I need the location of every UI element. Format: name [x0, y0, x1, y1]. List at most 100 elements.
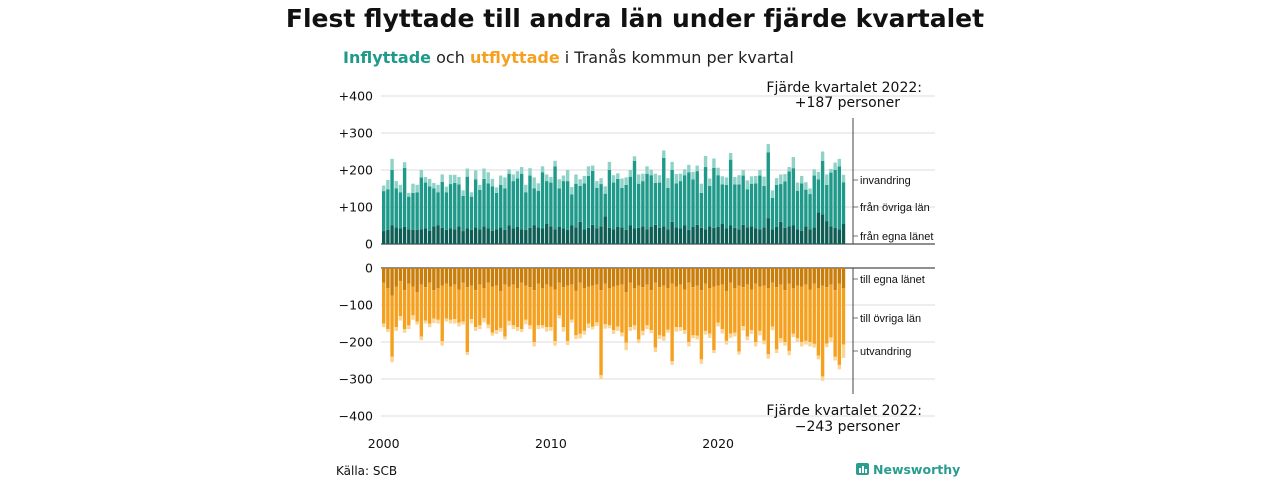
- bar-segment: [787, 171, 791, 227]
- series-label: till egna länet: [860, 274, 925, 286]
- bar-segment: [662, 285, 666, 337]
- bar-segment: [820, 160, 825, 215]
- bar-segment: [687, 342, 691, 347]
- bar-segment: [699, 183, 704, 193]
- bar-segment: [394, 286, 398, 328]
- bar-segment: [770, 326, 775, 331]
- bar-segment: [699, 227, 704, 244]
- bar-segment: [465, 228, 469, 244]
- bar-segment: [553, 160, 557, 167]
- bar-segment: [432, 188, 436, 227]
- bar-segment: [812, 343, 816, 348]
- bar-segment: [519, 268, 524, 283]
- bar-segment: [407, 283, 411, 326]
- bar-segment: [599, 375, 603, 379]
- bar-segment: [453, 319, 457, 324]
- bar-segment: [478, 268, 482, 285]
- bar-segment: [766, 144, 770, 153]
- bar-segment: [536, 227, 541, 244]
- bar-segment: [628, 327, 633, 331]
- bar-segment: [645, 173, 649, 230]
- bar-segment: [741, 326, 745, 331]
- bar-segment: [473, 268, 478, 291]
- bar-segment: [670, 361, 674, 365]
- bar-segment: [440, 174, 444, 182]
- bar-segment: [682, 289, 687, 331]
- bar-segment: [407, 325, 411, 330]
- bar-segment: [691, 287, 695, 336]
- bar-segment: [499, 227, 503, 244]
- bar-segment: [800, 183, 804, 231]
- bar-segment: [444, 283, 449, 319]
- bar-segment: [515, 268, 520, 289]
- bar-segment: [561, 175, 566, 182]
- bar-segment: [841, 268, 846, 289]
- bar-segment: [599, 178, 603, 185]
- bar-segment: [841, 223, 846, 244]
- bar-segment: [607, 161, 612, 170]
- bar-segment: [724, 290, 729, 341]
- bar-segment: [448, 184, 453, 229]
- bar-segment: [390, 158, 394, 170]
- bar-segment: [603, 268, 607, 284]
- bar-segment: [482, 268, 486, 289]
- bar-segment: [641, 268, 645, 288]
- bar-segment: [616, 173, 620, 179]
- newsworthy-logo: Newsworthy: [856, 462, 960, 477]
- series-labels: invandring från övriga län från egna länet…: [853, 175, 933, 358]
- bar-segment: [503, 177, 507, 189]
- bar-segment: [766, 354, 770, 359]
- bar-segment: [461, 268, 465, 283]
- bar-segment: [499, 184, 503, 228]
- bar-segment: [695, 165, 699, 172]
- y-tick-label: −400: [339, 409, 373, 424]
- bar-segment: [586, 286, 591, 324]
- bar-segment: [657, 268, 662, 288]
- bar-segment: [795, 285, 800, 339]
- bar-segment: [762, 268, 766, 286]
- bar-segment: [540, 325, 545, 329]
- bar-segment: [645, 325, 649, 330]
- bar-segment: [737, 184, 741, 230]
- bar-segment: [536, 190, 541, 228]
- bar-segment: [549, 286, 553, 328]
- bar-segment: [503, 336, 507, 340]
- bar-segment: [457, 226, 461, 244]
- bar-segment: [682, 175, 687, 226]
- bar-segment: [507, 268, 511, 287]
- bar-segment: [800, 268, 804, 287]
- bar-segment: [636, 183, 641, 228]
- bar-segment: [386, 268, 390, 289]
- bar-segment: [545, 284, 549, 328]
- bar-segment: [469, 192, 474, 197]
- bar-segment: [595, 187, 599, 229]
- bar-segment: [436, 225, 440, 244]
- bar-segment: [390, 295, 394, 357]
- bar-segment: [461, 231, 465, 244]
- bar-segment: [666, 268, 670, 289]
- bar-segment: [703, 155, 708, 168]
- bar-segment: [407, 192, 411, 197]
- bar-segment: [724, 184, 729, 229]
- bar-segment: [524, 268, 528, 286]
- bar-segment: [465, 168, 469, 177]
- bar-segment: [532, 225, 536, 244]
- bar-segment: [804, 182, 808, 190]
- bar-segment: [758, 330, 762, 336]
- bar-segment: [741, 287, 745, 327]
- bar-segment: [511, 181, 515, 229]
- bar-segment: [528, 175, 532, 228]
- bar-segment: [469, 285, 474, 320]
- bar-segment: [816, 355, 821, 360]
- bar-segment: [524, 192, 528, 230]
- bar-segment: [453, 174, 457, 183]
- bar-segment: [586, 227, 591, 244]
- bar-segment: [478, 184, 482, 190]
- bar-segment: [662, 150, 666, 158]
- bar-segment: [703, 229, 708, 244]
- bar-segment: [649, 268, 653, 291]
- bar-segment: [779, 338, 783, 343]
- bar-segment: [783, 181, 787, 228]
- bar-segment: [804, 340, 808, 345]
- bar-segment: [670, 283, 674, 362]
